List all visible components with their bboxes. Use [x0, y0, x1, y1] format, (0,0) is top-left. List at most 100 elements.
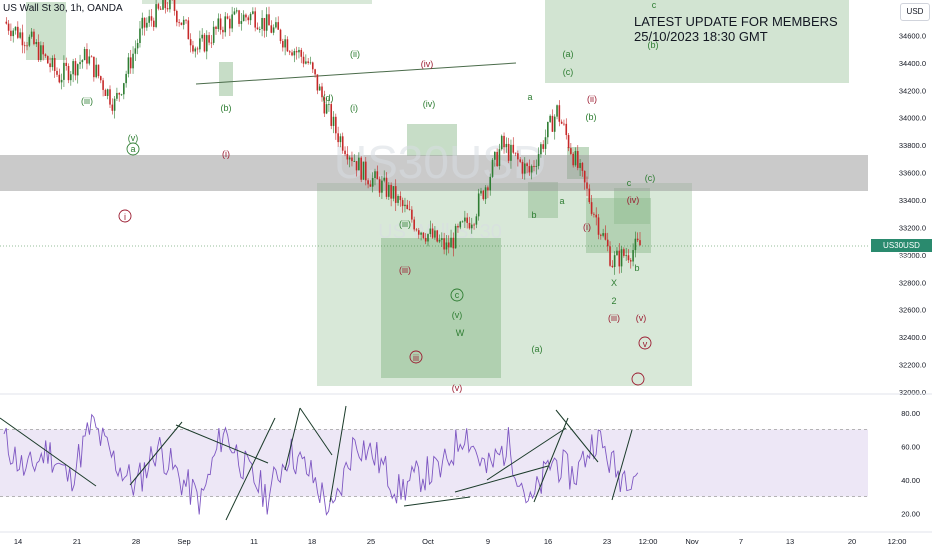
candle-body [118, 92, 121, 95]
candle-body [551, 115, 554, 132]
price-tick-label: 33200.0 [899, 223, 926, 232]
watermark-description: US Wall St 30 [378, 221, 502, 243]
candle-body [401, 200, 404, 207]
wave-label-green: a [559, 196, 564, 206]
candle-body [148, 16, 150, 23]
rsi-trendline [403, 496, 471, 507]
candle-body [51, 58, 54, 68]
wave-label-green: (a) [532, 344, 543, 354]
wave-label-green: (iii) [81, 96, 93, 106]
candle-body [30, 31, 33, 37]
candle-body [371, 178, 374, 187]
candle-body [83, 49, 86, 61]
candle-body [173, 0, 176, 11]
candle-body [427, 234, 429, 242]
wave-label-green: a [527, 92, 532, 102]
candle-body [7, 23, 10, 31]
rsi-trendline [533, 417, 569, 503]
wave-label-green: W [456, 328, 465, 338]
candle-body [270, 25, 273, 33]
candle-body [494, 151, 496, 160]
candle-body [26, 45, 28, 47]
candle-body [475, 216, 478, 225]
candle-body [265, 14, 268, 31]
candle-body [120, 94, 123, 96]
candle-body [104, 89, 107, 96]
price-tick-label: 32000.0 [899, 388, 926, 397]
time-tick-label: 25 [367, 537, 375, 546]
price-tag-symbol: US30USD [883, 241, 920, 250]
candle-body [417, 230, 420, 235]
candle-body [328, 104, 330, 105]
candle-body [314, 69, 316, 75]
candle-body [544, 137, 547, 149]
wave-label-red: (v) [452, 383, 463, 393]
wave-label-circle [118, 209, 132, 223]
candle-body [150, 16, 153, 21]
rsi-tick-label: 60.00 [901, 442, 920, 451]
time-axis[interactable]: 14 21 28 Sep 11 18 25 Oct 9 16 23 12:00 Nov 7 13 20 12:0… [0, 531, 932, 546]
wave-label-green: c [627, 178, 632, 188]
candle-body [323, 97, 326, 114]
candle-body [496, 151, 498, 167]
candle-body [639, 240, 641, 246]
rsi-pane[interactable]: 80.00 60.00 40.00 20.00 [0, 393, 932, 530]
candle-body [411, 209, 413, 220]
candle-body [623, 249, 625, 256]
candle-body [636, 238, 639, 241]
candle-body [473, 224, 475, 226]
candle-body [5, 21, 8, 24]
candle-body [72, 61, 74, 75]
candle-body [459, 221, 462, 228]
rsi-tick-label: 20.00 [901, 509, 920, 518]
wave-count-labels: (iii)(v)a(b)(d)(ii)(i) (iv)(iii)c(v)Waba(… [81, 0, 659, 393]
candle-body [503, 135, 505, 148]
candle-body [157, 4, 160, 9]
wave-label-circle [409, 350, 423, 364]
rsi-trendline [329, 405, 347, 503]
price-tick-label: 32200.0 [899, 361, 926, 370]
notice-line-2: 25/10/2023 18:30 GMT [634, 29, 768, 44]
wave-label-green: X [611, 278, 617, 288]
candle-body [180, 22, 183, 25]
symbol-title[interactable]: US Wall St 30, 1h, OANDA [3, 3, 123, 14]
candle-body [597, 217, 600, 235]
wave-label-green: (b) [648, 40, 659, 50]
candle-body [97, 64, 100, 77]
candle-body [196, 48, 199, 50]
currency-button[interactable]: USD [900, 3, 930, 21]
rsi-trendline [555, 409, 599, 463]
candle-body [268, 14, 270, 26]
candle-body [466, 217, 468, 223]
candle-body [90, 56, 93, 58]
candle-body [298, 49, 300, 53]
candle-body [369, 184, 372, 187]
price-axis[interactable]: 34600.0 34400.0 34200.0 34000.0 33800.0 33600… [868, 0, 932, 397]
members-update-note: LATEST UPDATE FOR MEMBERS 25/10/2023 18:… [634, 14, 838, 44]
candle-body [381, 180, 383, 193]
wave-label-green: c [455, 290, 460, 300]
candle-body [14, 26, 17, 31]
candle-body [507, 143, 510, 161]
candle-body [210, 42, 213, 44]
time-tick-label: 12:00 [888, 537, 907, 546]
candle-body [215, 26, 217, 29]
wave-label-red: (i) [583, 222, 591, 232]
candle-body [420, 232, 422, 235]
wave-label-green: (b) [221, 103, 232, 113]
wave-label-red: (v) [636, 313, 647, 323]
candle-body [346, 154, 349, 160]
candle-body [311, 62, 314, 70]
price-tick-label: 32400.0 [899, 333, 926, 342]
wave-label-green: (b) [586, 112, 597, 122]
candle-body [275, 22, 277, 28]
candle-body [189, 39, 192, 46]
rsi-line [3, 413, 639, 516]
candle-body [74, 61, 77, 76]
candle-body [593, 213, 595, 215]
candle-body [438, 239, 441, 242]
candle-body [295, 51, 298, 53]
candle-body [185, 19, 187, 21]
candle-body [358, 157, 360, 171]
